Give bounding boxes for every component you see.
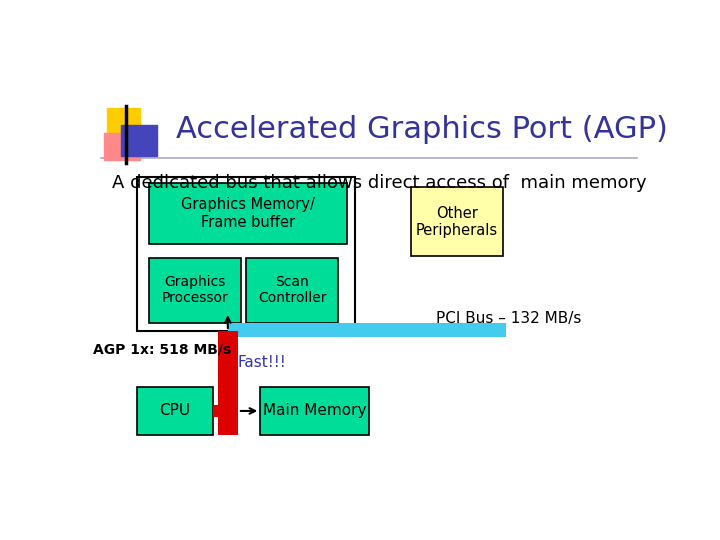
Text: Main Memory: Main Memory [263,403,366,418]
Bar [260,387,369,435]
Bar [148,183,347,244]
Bar [138,387,213,435]
Bar [121,125,157,156]
Text: CPU: CPU [160,403,191,418]
Text: Graphics
Processor: Graphics Processor [161,275,228,306]
Text: Scan
Controller: Scan Controller [258,275,327,306]
Text: Other
Peripherals: Other Peripherals [416,206,498,238]
Text: Accelerated Graphics Port (AGP): Accelerated Graphics Port (AGP) [176,114,668,144]
Text: PCI Bus – 132 MB/s: PCI Bus – 132 MB/s [436,311,581,326]
Text: Graphics Memory/
Frame buffer: Graphics Memory/ Frame buffer [181,197,315,230]
Text: AGP 1x: 518 MB/s: AGP 1x: 518 MB/s [93,342,231,356]
Bar [107,109,140,140]
Bar [217,331,238,435]
Bar [148,258,240,322]
Text: Fast!!!: Fast!!! [238,355,287,369]
Bar [104,133,140,160]
Bar [138,177,355,331]
Text: A dedicated bus that allows direct access of  main memory: A dedicated bus that allows direct acces… [112,174,647,192]
Bar [246,258,338,322]
Bar [411,187,503,256]
Bar [228,323,505,337]
Bar [213,404,238,417]
